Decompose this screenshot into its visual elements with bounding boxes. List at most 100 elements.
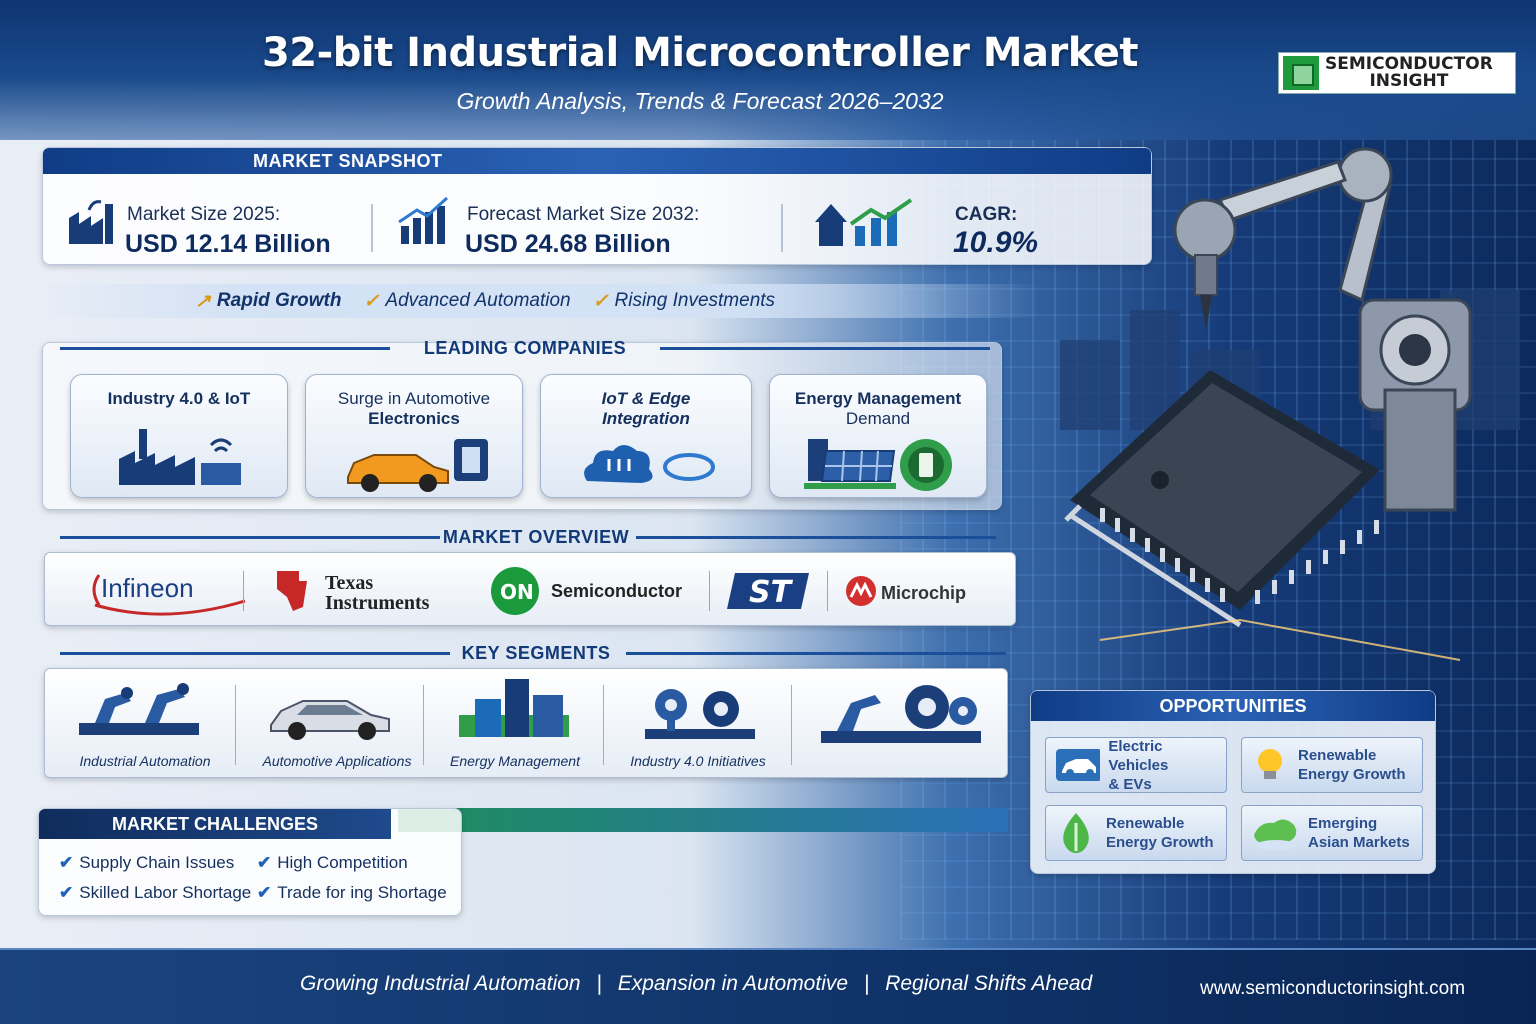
challenge-supply-chain: Supply Chain Issues xyxy=(79,853,235,872)
opportunity-asia[interactable]: Emerging Asian Markets xyxy=(1241,805,1423,861)
car-chip-icon xyxy=(347,439,488,492)
on-semiconductor-logo[interactable]: ON Semiconductor xyxy=(489,563,699,619)
segment-automotive[interactable]: Automotive Applications xyxy=(245,669,425,779)
check-icon: ✔ xyxy=(59,883,74,902)
segment-automotive-label: Automotive Applications xyxy=(262,753,412,769)
growth-chart-icon xyxy=(398,196,449,244)
opportunity-ev[interactable]: Electric Vehicles & EVs xyxy=(1045,737,1227,793)
check-icon: ✓ xyxy=(592,290,609,312)
kpi-cagr-value: 10.9% xyxy=(953,226,1039,259)
footer-point-3: Regional Shifts Ahead xyxy=(885,972,1093,995)
card-iot-edge[interactable]: IoT & Edge Integration xyxy=(540,374,752,498)
robot-arm-icon xyxy=(79,683,199,735)
opportunity-asia-line2: Asian Markets xyxy=(1308,834,1410,851)
texas-instruments-logo[interactable]: Texas Instruments xyxy=(273,567,473,617)
on-mark: ON xyxy=(500,580,534,604)
microchip-logo[interactable]: Microchip xyxy=(845,571,1015,611)
leading-companies-title: LEADING COMPANIES xyxy=(423,338,627,358)
kpi-forecast-value: USD 24.68 Billion xyxy=(465,230,671,258)
segment-robotics[interactable] xyxy=(797,669,997,779)
check-icon: ✓ xyxy=(363,290,380,312)
ti-wordmark-2: Instruments xyxy=(325,592,430,614)
opportunity-renewable-1-line2: Energy Growth xyxy=(1298,766,1406,783)
card-automotive-electronics[interactable]: Surge in Automotive Electronics xyxy=(305,374,523,498)
card-energy-line2: Demand xyxy=(845,409,911,428)
challenge-competition: High Competition xyxy=(277,853,408,872)
kpi-market-size-label: Market Size 2025: xyxy=(127,204,281,225)
brand-logo[interactable]: SEMICONDUCTOR INSIGHT xyxy=(1278,52,1516,94)
check-icon: ✔ xyxy=(59,853,74,872)
tag-rapid-growth: Rapid Growth xyxy=(216,290,342,311)
footer-point-1: Growing Industrial Automation xyxy=(300,972,581,995)
opportunity-asia-line1: Emerging xyxy=(1308,815,1378,832)
card-energy-management[interactable]: Energy Management Demand xyxy=(769,374,987,498)
robot-arm-icon xyxy=(1173,147,1472,512)
opportunity-ev-line1: Electric Vehicles xyxy=(1108,737,1169,774)
logo-line-1: SEMICONDUCTOR xyxy=(1325,54,1493,74)
segment-industrial-automation-label: Industrial Automation xyxy=(79,753,211,769)
ti-wordmark-1: Texas xyxy=(325,572,373,594)
segment-energy-management-label: Energy Management xyxy=(450,753,580,769)
opportunity-ev-line2: & EVs xyxy=(1108,775,1152,793)
challenge-labor: Skilled Labor Shortage xyxy=(79,883,252,902)
key-segments-title: KEY SEGMENTS xyxy=(461,643,611,663)
infineon-logo[interactable]: Infineon xyxy=(85,565,255,617)
kpi-forecast-label: Forecast Market Size 2032: xyxy=(467,204,700,225)
opportunity-renewable-2[interactable]: Renewable Energy Growth xyxy=(1045,805,1227,861)
website-link[interactable]: www.semiconductorinsight.com xyxy=(1200,978,1466,999)
leaf-drop-icon xyxy=(1063,813,1089,853)
segment-industry-initiatives[interactable]: Industry 4.0 Initiatives xyxy=(605,669,791,779)
snapshot-tags: ↗ Rapid Growth ✓ Advanced Automation ✓ Risi… xyxy=(195,288,895,314)
segment-industry-initiatives-label: Industry 4.0 Initiatives xyxy=(630,753,766,769)
key-segments-bar: Industrial Automation Automotive Applica… xyxy=(44,668,1008,778)
card-energy-line1: Energy Management xyxy=(794,389,962,408)
st-wordmark: ST xyxy=(749,575,794,610)
opportunity-renewable-1-line1: Renewable xyxy=(1298,747,1377,764)
microchip-wordmark: Microchip xyxy=(881,583,966,603)
challenge-trade: Trade for ing Shortage xyxy=(277,883,447,902)
market-challenges-panel: MARKET CHALLENGES ✔ Supply Chain Issues ✔… xyxy=(38,808,462,916)
tag-advanced-automation: Advanced Automation xyxy=(385,290,571,311)
kpi-cagr-label: CAGR: xyxy=(955,204,1018,225)
card-industry-iot[interactable]: Industry 4.0 & IoT xyxy=(70,374,288,498)
st-logo[interactable]: ST xyxy=(725,569,815,613)
chip-icon xyxy=(1064,370,1461,661)
solar-battery-icon xyxy=(804,439,952,491)
ev-car-icon xyxy=(1056,749,1101,781)
factory-icon xyxy=(69,200,113,244)
market-snapshot-panel: MARKET SNAPSHOT Market Size 2025: USD 12… xyxy=(42,147,1152,265)
logo-line-2: INSIGHT xyxy=(1369,71,1449,91)
semiconductor-wordmark: Semiconductor xyxy=(551,581,682,601)
card-iot-edge-line2: Integration xyxy=(602,409,690,428)
footer-point-2: Expansion in Automotive xyxy=(617,972,849,995)
chip-icon xyxy=(1283,56,1319,90)
opportunities-title: OPPORTUNITIES xyxy=(1031,691,1435,721)
segment-industrial-automation[interactable]: Industrial Automation xyxy=(45,669,235,779)
gears-icon xyxy=(645,689,755,739)
check-icon: ✔ xyxy=(257,883,272,902)
decorative-bar xyxy=(398,808,1008,832)
lightbulb-icon xyxy=(1258,749,1282,779)
opportunities-panel: OPPORTUNITIES Electric Vehicles & EVs Ren… xyxy=(1030,690,1436,874)
segment-energy-management[interactable]: Energy Management xyxy=(425,669,605,779)
market-challenges-title: MARKET CHALLENGES xyxy=(39,809,391,839)
market-snapshot-title: MARKET SNAPSHOT xyxy=(43,148,1151,174)
card-automotive-line2: Electronics xyxy=(368,409,460,428)
smart-factory-icon xyxy=(119,429,241,485)
microcontroller-illustration xyxy=(1060,147,1520,661)
brand-logos-bar: Infineon Texas Instruments ON Semiconduc… xyxy=(44,552,1016,626)
infineon-wordmark: Infineon xyxy=(101,573,194,603)
opportunity-renewable-1[interactable]: Renewable Energy Growth xyxy=(1241,737,1423,793)
robot-gears-icon xyxy=(821,685,981,743)
car-icon xyxy=(270,700,390,740)
opportunity-renewable-2-line1: Renewable xyxy=(1106,815,1185,832)
footer-points: Growing Industrial Automation | Expansio… xyxy=(300,972,1093,995)
buildings-icon xyxy=(459,679,569,737)
tag-rising-investments: Rising Investments xyxy=(614,290,776,311)
footer-band xyxy=(0,948,1536,1024)
kpi-market-size-value: USD 12.14 Billion xyxy=(125,230,331,258)
asia-map-icon xyxy=(1254,819,1297,850)
card-iot-edge-line1: IoT & Edge xyxy=(601,389,691,408)
card-automotive-line1: Surge in Automotive xyxy=(337,389,491,408)
cloud-network-icon xyxy=(584,445,715,483)
